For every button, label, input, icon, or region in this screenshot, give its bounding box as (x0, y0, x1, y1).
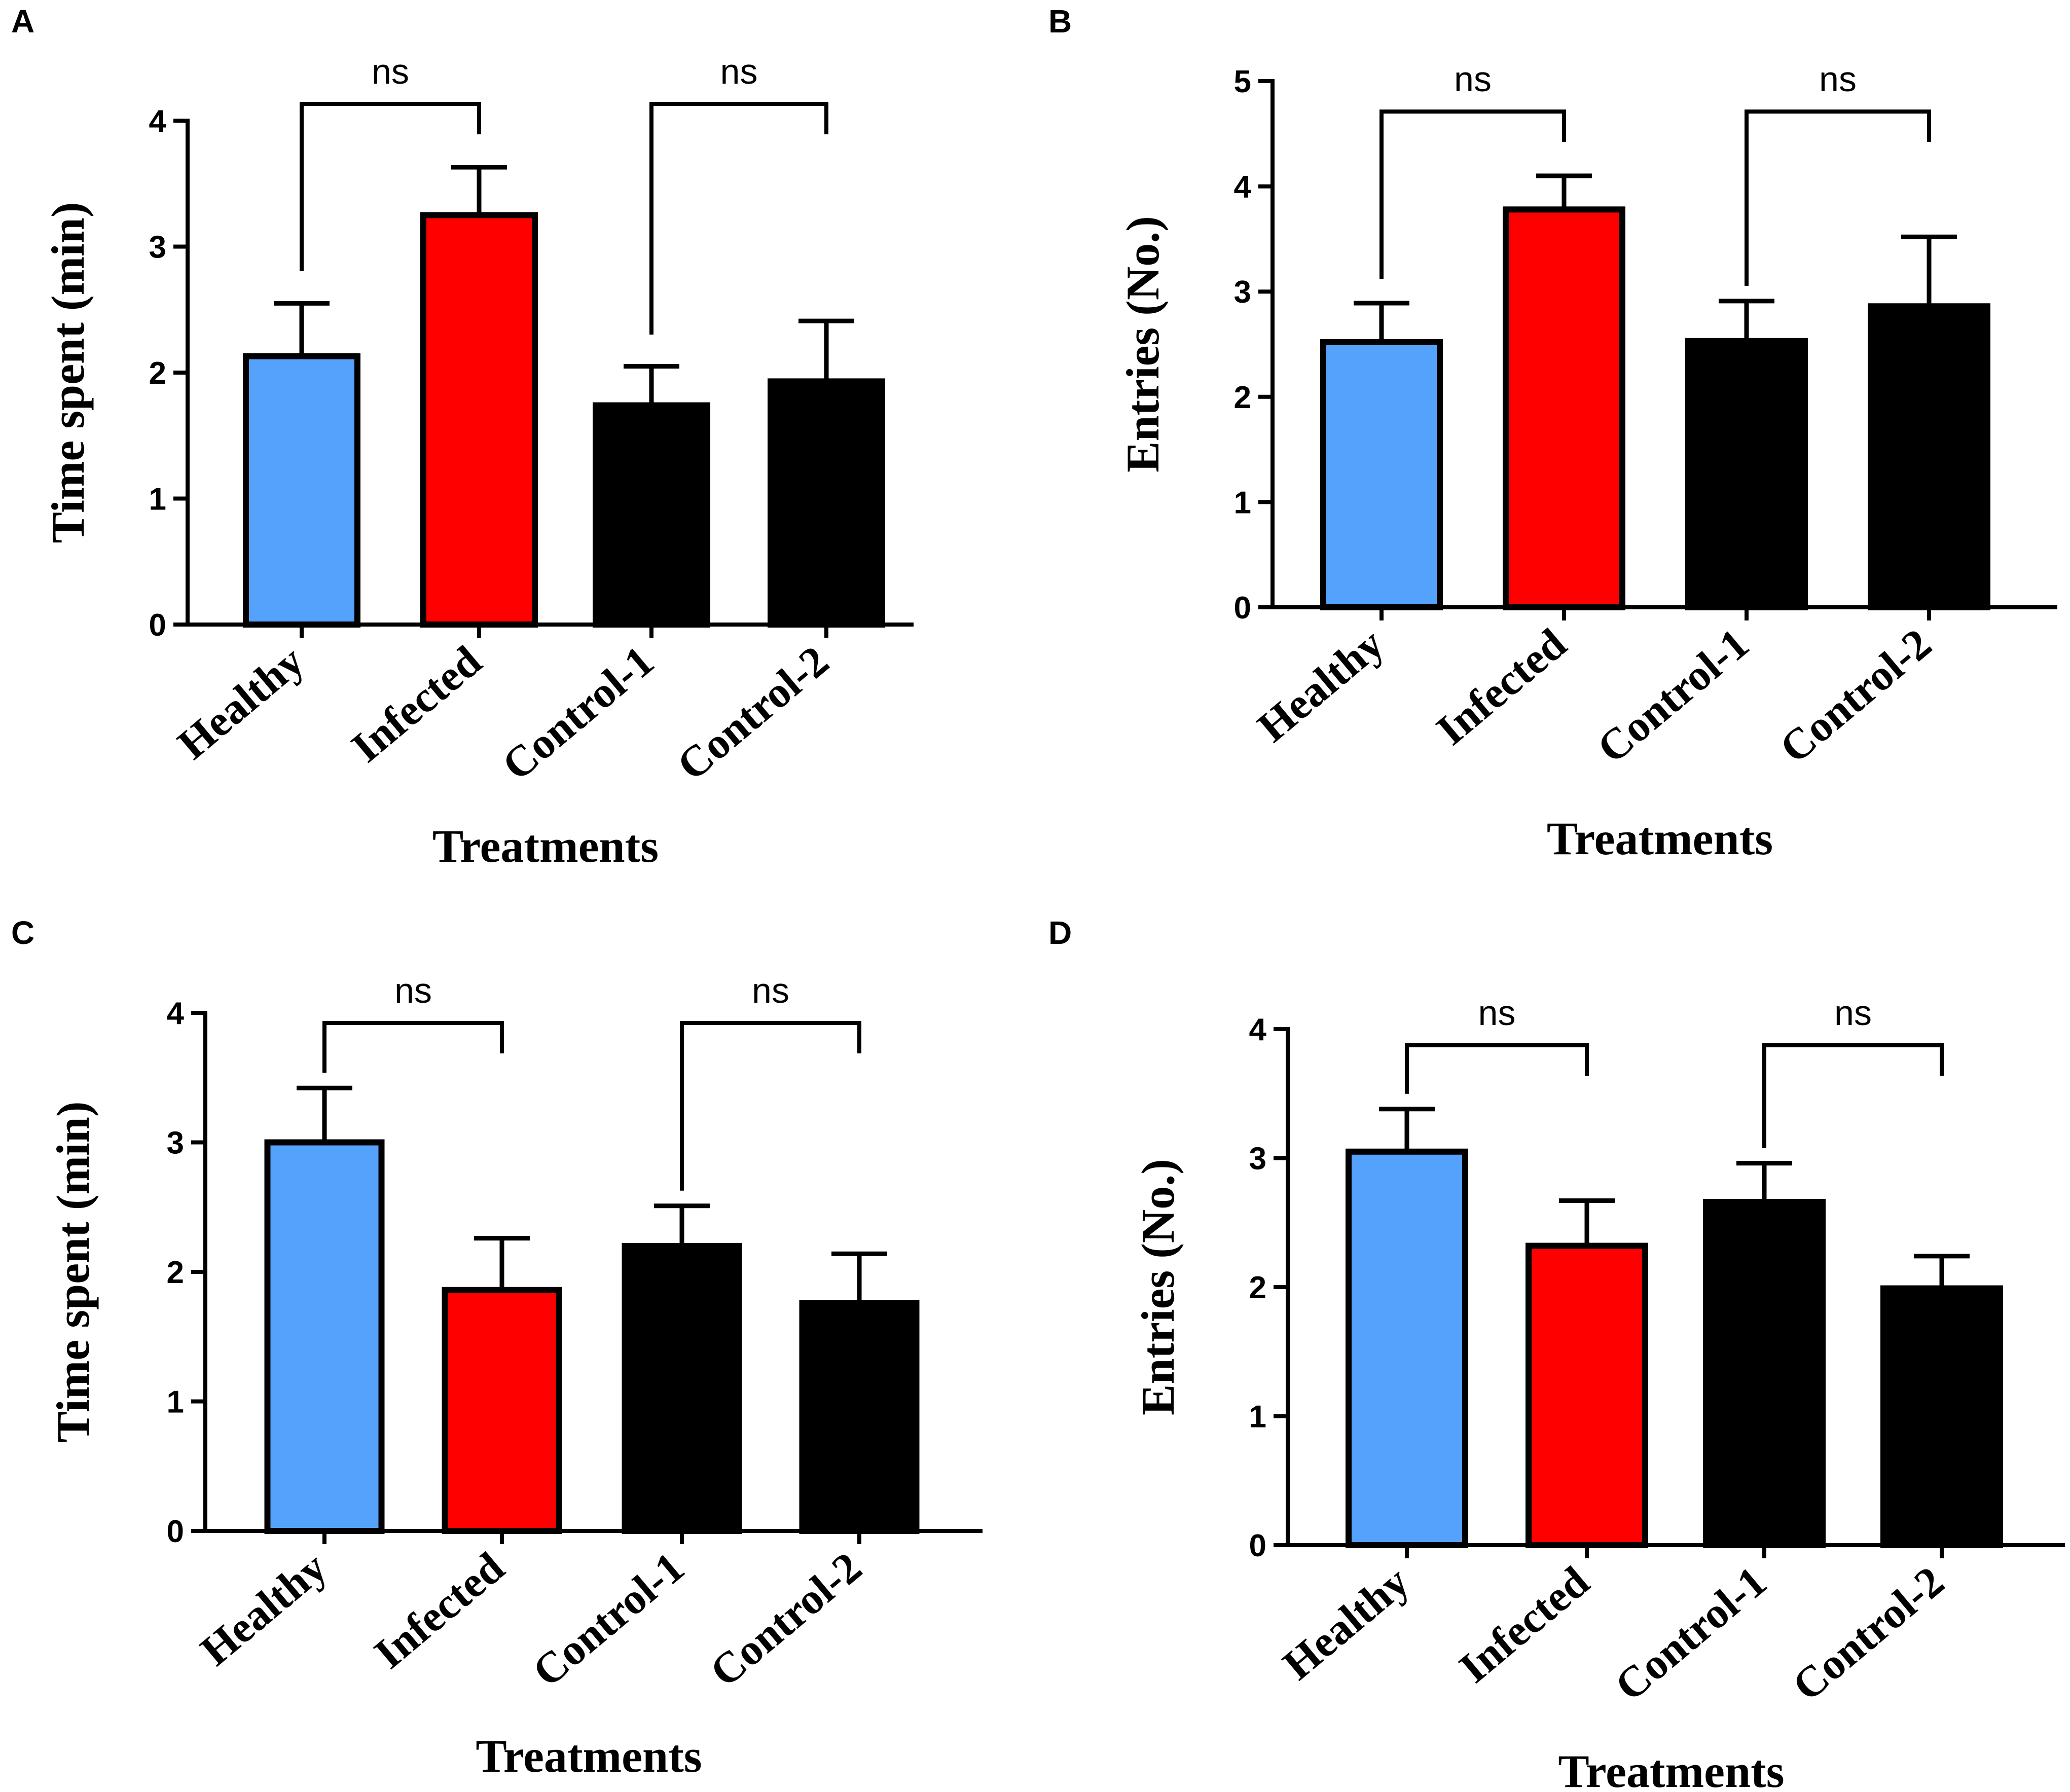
significance-label: ns (394, 971, 432, 1010)
bar-infected (420, 212, 538, 628)
significance-bracket (1405, 1043, 1589, 1094)
chart-panel-d: D Healthy Infected Control-1 Control-2 0 1 2 3 4 E… (1048, 915, 2065, 1792)
panel-letter: A (11, 3, 34, 40)
x-tick-label: Control-2 (1770, 619, 1940, 773)
panel-letter: C (11, 915, 34, 951)
y-tick-label: 0 (1249, 1528, 1266, 1563)
y-axis-title: Time spent (min) (47, 1102, 99, 1443)
x-tick-label: Healthy (1274, 1557, 1418, 1689)
y-tick-label: 3 (149, 230, 166, 265)
bar-control-1 (1703, 1199, 1826, 1548)
significance-bracket (1379, 109, 1566, 279)
bar-control-2 (1868, 303, 1990, 610)
significance-label: ns (1454, 59, 1492, 99)
bar-control-1 (1685, 338, 1808, 610)
bar-control-2 (768, 378, 885, 628)
significance-label: ns (372, 52, 409, 91)
x-tick-label: Control-2 (668, 636, 838, 790)
significance-bracket (680, 1021, 861, 1191)
bar-control-1 (622, 1242, 742, 1534)
x-tick-label: Infected (342, 636, 490, 772)
y-tick-label: 0 (1234, 591, 1251, 626)
x-axis-title: Treatments (476, 1730, 702, 1782)
y-tick-label: 3 (1249, 1142, 1266, 1177)
x-tick-label: Control-1 (523, 1543, 693, 1696)
y-tick-label: 5 (1234, 64, 1251, 99)
y-tick-label: 4 (1234, 170, 1252, 205)
y-tick-label: 4 (149, 104, 167, 139)
x-tick-label: Infected (1427, 619, 1575, 754)
y-tick-label: 0 (149, 608, 166, 643)
y-axis-title: Entries (No.) (1117, 216, 1169, 472)
significance-bracket (322, 1021, 504, 1073)
x-tick-label: Control-2 (1783, 1557, 1953, 1710)
y-tick-label: 2 (1249, 1270, 1266, 1305)
bar-healthy (243, 353, 360, 628)
panel-letter: D (1048, 915, 1072, 951)
significance-bracket (300, 102, 481, 271)
y-tick-label: 3 (167, 1126, 184, 1161)
x-tick-label: Healthy (191, 1543, 336, 1675)
y-tick-label: 1 (149, 482, 166, 517)
bar-healthy (1346, 1148, 1468, 1548)
x-tick-label: Control-1 (493, 636, 663, 790)
y-tick-label: 1 (167, 1385, 184, 1420)
bar-healthy (264, 1139, 385, 1534)
bar-healthy (1320, 339, 1443, 610)
significance-label: ns (1478, 993, 1516, 1033)
bar-infected (442, 1287, 562, 1534)
significance-bracket (1745, 109, 1931, 286)
x-tick-label: Control-2 (701, 1543, 870, 1696)
y-axis-title: Time spent (min) (42, 202, 94, 543)
x-axis-title: Treatments (1558, 1745, 1784, 1792)
y-tick-label: 3 (1234, 275, 1251, 310)
bar-infected (1526, 1242, 1648, 1549)
bar-control-1 (593, 402, 710, 628)
bar-infected (1503, 206, 1625, 611)
y-tick-label: 2 (149, 356, 166, 391)
y-tick-label: 1 (1234, 485, 1251, 520)
x-tick-label: Healthy (1248, 619, 1393, 751)
significance-bracket (649, 102, 828, 335)
y-tick-label: 4 (167, 996, 185, 1031)
y-tick-label: 1 (1249, 1400, 1266, 1435)
chart-panel-c: C Healthy Infected Control-1 Control-2 0 1 2 3 4 T… (11, 915, 983, 1782)
significance-label: ns (720, 52, 758, 91)
x-tick-label: Control-1 (1606, 1557, 1775, 1710)
x-tick-label: Healthy (168, 636, 313, 769)
x-tick-label: Infected (365, 1543, 513, 1678)
significance-label: ns (752, 971, 789, 1010)
y-tick-label: 2 (167, 1255, 184, 1290)
bar-control-2 (799, 1300, 920, 1534)
significance-label: ns (1819, 59, 1857, 99)
y-tick-label: 4 (1249, 1012, 1267, 1047)
panel-letter: B (1048, 3, 1072, 40)
bar-control-2 (1880, 1285, 2003, 1548)
significance-bracket (1762, 1043, 1944, 1148)
y-tick-label: 2 (1234, 380, 1251, 415)
x-axis-title: Treatments (432, 820, 659, 872)
chart-panel-a: A Healthy Infected Control-1 Control-2 0 1 2 3 4 T… (11, 3, 914, 872)
y-tick-label: 0 (167, 1514, 184, 1549)
chart-panel-b: B Healthy Infected Control-1 Control-2 0 1 2 3 4 5… (1048, 3, 2057, 864)
significance-label: ns (1834, 993, 1872, 1033)
x-tick-label: Control-1 (1588, 619, 1758, 773)
x-tick-label: Infected (1450, 1557, 1598, 1692)
y-axis-title: Entries (No.) (1132, 1159, 1184, 1415)
x-axis-title: Treatments (1547, 813, 1773, 864)
